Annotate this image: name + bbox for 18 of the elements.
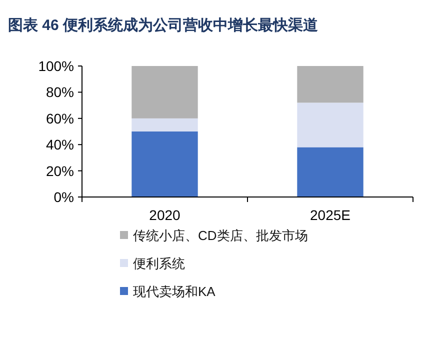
bar — [132, 66, 198, 118]
y-tick-label: 0% — [54, 189, 74, 205]
y-tick-label: 100% — [38, 58, 74, 74]
bar — [132, 132, 198, 197]
y-tick-label: 60% — [46, 110, 74, 126]
y-tick-label: 20% — [46, 162, 74, 179]
x-tick-label: 2020 — [149, 207, 181, 223]
y-tick-label: 40% — [46, 136, 74, 153]
legend-label: 便利系统 — [133, 256, 185, 271]
chart-title: 图表 46 便利系统成为公司营收中增长最快渠道 — [8, 17, 320, 34]
y-tick-label: 80% — [46, 84, 74, 100]
bar — [132, 118, 198, 132]
bar — [297, 147, 364, 197]
legend-label: 现代卖场和KA — [133, 284, 216, 299]
bar — [297, 66, 364, 103]
bar — [297, 102, 364, 148]
legend-label: 传统小店、CD类店、批发市场 — [133, 228, 308, 243]
x-tick-label: 2025E — [310, 207, 350, 223]
